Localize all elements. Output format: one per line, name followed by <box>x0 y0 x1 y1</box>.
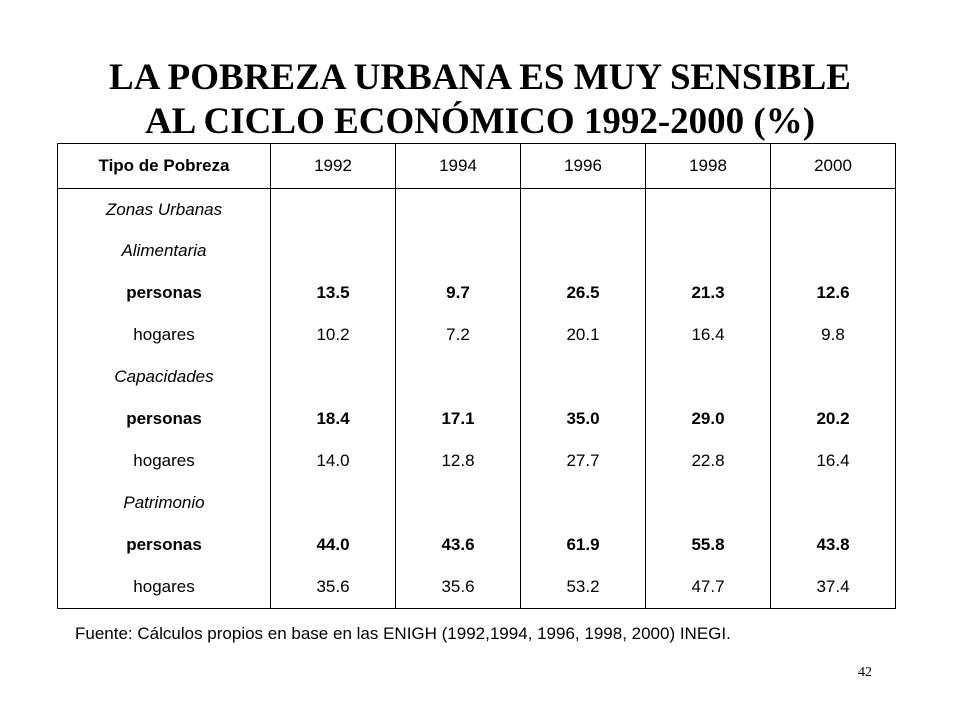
title-line-1: LA POBREZA URBANA ES MUY SENSIBLE <box>109 57 851 98</box>
table-cell <box>395 356 521 398</box>
table-cell: 55.8 <box>645 524 771 566</box>
table-cell <box>645 356 771 398</box>
table-row: Patrimonio <box>57 482 896 524</box>
table-row: hogares 35.6 35.6 53.2 47.7 37.4 <box>57 566 896 609</box>
table-cell <box>520 356 646 398</box>
row-label: personas <box>57 524 271 566</box>
header-year-2000: 2000 <box>770 143 896 189</box>
table-cell: 53.2 <box>520 566 646 609</box>
table-cell: 21.3 <box>645 272 771 314</box>
header-year-1996: 1996 <box>520 143 646 189</box>
table-cell: 47.7 <box>645 566 771 609</box>
table-cell <box>770 482 896 524</box>
table-cell <box>395 188 521 230</box>
table-cell <box>270 188 396 230</box>
table-row: personas 44.0 43.6 61.9 55.8 43.8 <box>57 524 896 566</box>
table-cell <box>645 188 771 230</box>
table-row: hogares 14.0 12.8 27.7 22.8 16.4 <box>57 440 896 482</box>
table-cell: 43.6 <box>395 524 521 566</box>
header-tipo-de-pobreza: Tipo de Pobreza <box>57 143 271 189</box>
table-header-row: Tipo de Pobreza 1992 1994 1996 1998 2000 <box>57 143 896 189</box>
table-row: Alimentaria <box>57 230 896 272</box>
table-cell: 20.2 <box>770 398 896 440</box>
row-label: Alimentaria <box>57 230 271 272</box>
table-cell: 17.1 <box>395 398 521 440</box>
row-label: personas <box>57 398 271 440</box>
table-cell: 44.0 <box>270 524 396 566</box>
table-cell <box>270 230 396 272</box>
title-line-2: AL CICLO ECONÓMICO 1992-2000 (%) <box>144 101 816 142</box>
row-label: hogares <box>57 440 271 482</box>
table-cell: 35.6 <box>270 566 396 609</box>
table-cell <box>520 230 646 272</box>
table-cell: 12.8 <box>395 440 521 482</box>
table-cell: 13.5 <box>270 272 396 314</box>
table-cell: 43.8 <box>770 524 896 566</box>
slide-title: LA POBREZA URBANA ES MUY SENSIBLE AL CIC… <box>0 56 960 144</box>
header-year-1998: 1998 <box>645 143 771 189</box>
table-cell: 26.5 <box>520 272 646 314</box>
table-cell <box>520 188 646 230</box>
table-cell: 61.9 <box>520 524 646 566</box>
table-cell: 27.7 <box>520 440 646 482</box>
table-cell <box>645 482 771 524</box>
table-cell: 9.7 <box>395 272 521 314</box>
table-cell: 7.2 <box>395 314 521 356</box>
table-row: Capacidades <box>57 356 896 398</box>
row-label: Zonas Urbanas <box>57 188 271 230</box>
table-cell: 22.8 <box>645 440 771 482</box>
table-row: personas 18.4 17.1 35.0 29.0 20.2 <box>57 398 896 440</box>
table-cell <box>270 482 396 524</box>
source-note: Fuente: Cálculos propios en base en las … <box>75 624 731 643</box>
table-cell <box>770 188 896 230</box>
row-label: Capacidades <box>57 356 271 398</box>
table-cell: 16.4 <box>770 440 896 482</box>
table-cell <box>520 482 646 524</box>
table-cell: 29.0 <box>645 398 771 440</box>
table-cell: 35.0 <box>520 398 646 440</box>
table-cell: 35.6 <box>395 566 521 609</box>
table-cell: 16.4 <box>645 314 771 356</box>
table-cell <box>645 230 771 272</box>
table-cell: 14.0 <box>270 440 396 482</box>
row-label: personas <box>57 272 271 314</box>
table-cell <box>770 356 896 398</box>
table-row: hogares 10.2 7.2 20.1 16.4 9.8 <box>57 314 896 356</box>
table-row: personas 13.5 9.7 26.5 21.3 12.6 <box>57 272 896 314</box>
table-cell <box>270 356 396 398</box>
table-row: Zonas Urbanas <box>57 188 896 230</box>
table-cell: 9.8 <box>770 314 896 356</box>
table-cell: 20.1 <box>520 314 646 356</box>
table-cell <box>395 230 521 272</box>
row-label: hogares <box>57 566 271 609</box>
table-cell: 37.4 <box>770 566 896 609</box>
page-number: 42 <box>858 665 872 680</box>
row-label: Patrimonio <box>57 482 271 524</box>
table-cell: 10.2 <box>270 314 396 356</box>
header-year-1994: 1994 <box>395 143 521 189</box>
header-year-1992: 1992 <box>270 143 396 189</box>
table-cell: 18.4 <box>270 398 396 440</box>
table-cell <box>395 482 521 524</box>
row-label: hogares <box>57 314 271 356</box>
table-cell: 12.6 <box>770 272 896 314</box>
table-cell <box>770 230 896 272</box>
poverty-table: Tipo de Pobreza 1992 1994 1996 1998 2000… <box>57 143 896 609</box>
